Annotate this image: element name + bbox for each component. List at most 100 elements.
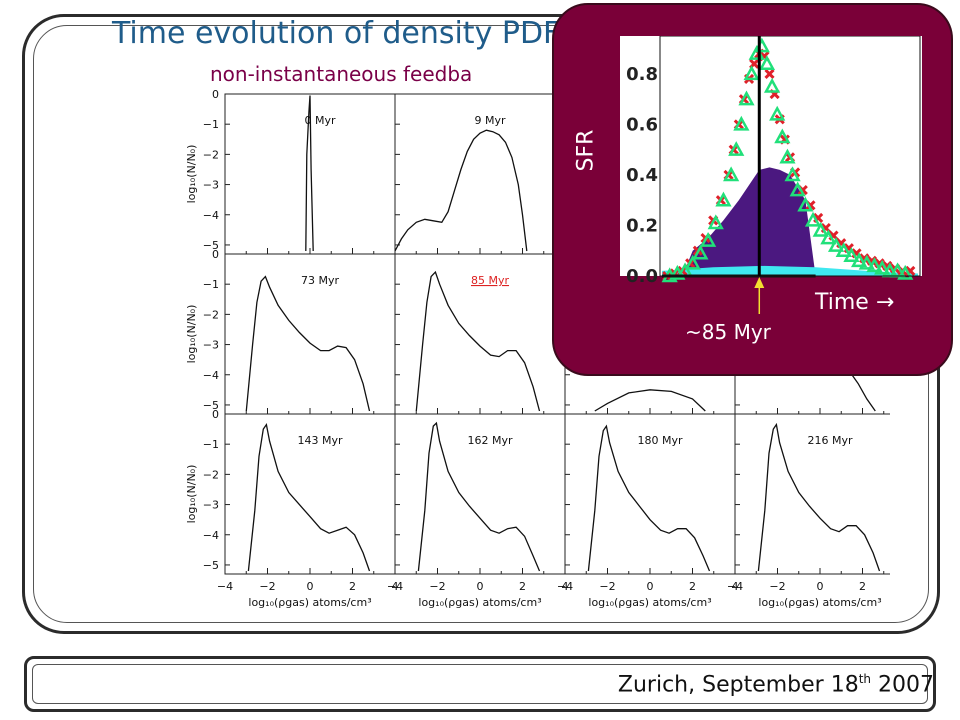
pdf-x-tick-label: 4 [562, 580, 569, 593]
pdf-curve [587, 424, 711, 572]
sfr-area-purple [682, 167, 816, 276]
sfr-green-point [789, 181, 806, 197]
pdf-y-tick-label: −5 [203, 399, 219, 412]
pdf-panel-time-label: 85 Myr [471, 274, 509, 287]
pdf-curve [394, 129, 528, 252]
pdf-panel-time-label: 0 Myr [304, 114, 335, 127]
pdf-y-tick-label: −1 [203, 278, 219, 291]
pdf-y-tick-label: 0 [212, 248, 219, 261]
sfr-green-point [874, 259, 891, 275]
pdf-y-tick-label: −3 [203, 499, 219, 512]
sfr-green-point [897, 264, 914, 280]
footer-year: 2007 [871, 672, 934, 698]
pdf-y-tick-label: −4 [203, 529, 219, 542]
sfr-green-point [835, 242, 852, 257]
pdf-y-tick-label: 0 [212, 408, 219, 421]
sfr-red-point [764, 68, 775, 79]
sfr-green-point [843, 247, 860, 263]
sfr-green-point [820, 229, 837, 245]
pdf-x-tick-label: 4 [392, 580, 399, 593]
sfr-y-tick-label: 0.4 [626, 165, 658, 186]
sfr-green-point [804, 211, 822, 227]
sfr-green-point [758, 55, 776, 71]
pdf-x-tick-label: −2 [429, 580, 445, 593]
time-axis-label: Time → [815, 290, 895, 315]
sfr-green-point [743, 65, 760, 81]
sfr-axes-frame [659, 36, 921, 277]
pdf-x-tick-label: 0 [817, 580, 824, 593]
pdf-y-tick-label: −2 [203, 308, 219, 321]
pdf-x-tick-label: 2 [859, 580, 866, 593]
pdf-x-axis-label: log₁₀(ρgas) atoms/cm³ [418, 596, 541, 609]
pdf-panel-time-label: 162 Myr [467, 434, 512, 447]
time-marker-label: ~85 Myr [685, 320, 771, 344]
pdf-curve [245, 275, 371, 412]
pdf-y-axis-label: log₁₀(N/N₀) [185, 305, 198, 364]
pdf-y-tick-label: −1 [203, 438, 219, 451]
sfr-green-point [692, 244, 709, 260]
sfr-green-point [827, 237, 845, 252]
pdf-y-tick-label: −5 [203, 239, 219, 252]
pdf-y-tick-label: −3 [203, 179, 219, 192]
sfr-y-tick-label: 0.8 [626, 64, 658, 85]
pdf-x-tick-label: −2 [599, 580, 615, 593]
pdf-x-tick-label: −4 [387, 580, 403, 593]
footer-ordinal-suffix: th [858, 672, 872, 686]
pdf-curve [247, 422, 371, 572]
footer-frame [24, 656, 936, 712]
pdf-y-tick-label: −2 [203, 468, 219, 481]
pdf-x-tick-label: 2 [519, 580, 526, 593]
pdf-y-tick-label: −1 [203, 118, 219, 131]
sfr-y-tick-label: 0.2 [626, 215, 658, 236]
sfr-inset-chart: 0.0 0.2 0.4 0.6 0.8 [620, 36, 922, 314]
sfr-green-point [769, 105, 786, 121]
pdf-y-axis-label: log₁₀(N/N₀) [185, 465, 198, 524]
sfr-green-point [851, 252, 868, 268]
pdf-panel-time-label: 143 Myr [297, 434, 342, 447]
sfr-y-tick-label: 0.0 [626, 266, 658, 287]
pdf-x-axis-label: log₁₀(ρgas) atoms/cm³ [588, 596, 711, 609]
pdf-x-axis-label: log₁₀(ρgas) atoms/cm³ [248, 596, 371, 609]
sfr-green-point [784, 166, 801, 182]
pdf-y-tick-label: 0 [212, 90, 219, 101]
pdf-y-tick-label: −4 [203, 369, 219, 382]
pdf-y-tick-label: −3 [203, 339, 219, 352]
sfr-green-point [723, 166, 740, 182]
pdf-curve [417, 421, 541, 572]
pdf-x-tick-label: −2 [769, 580, 785, 593]
pdf-y-tick-label: −2 [203, 148, 219, 161]
pdf-panel-time-label: 216 Myr [807, 434, 852, 447]
sfr-green-point [779, 148, 796, 164]
pdf-x-tick-label: 0 [647, 580, 654, 593]
pdf-x-tick-label: 2 [349, 580, 356, 593]
slide-subtitle: non-instantaneous feedba [210, 62, 473, 86]
pdf-x-tick-label: −4 [217, 580, 233, 593]
sfr-green-point [738, 90, 755, 106]
pdf-y-tick-label: −5 [203, 559, 219, 572]
pdf-x-tick-label: 0 [477, 580, 484, 593]
slide-title: Time evolution of density PDF [112, 16, 561, 51]
pdf-panel-time-label: 9 Myr [474, 114, 505, 127]
pdf-curve [415, 270, 541, 412]
sfr-green-point [763, 77, 781, 93]
footer-location-date: Zurich, September 18 [617, 672, 859, 698]
pdf-x-axis-label: log₁₀(ρgas) atoms/cm³ [758, 596, 881, 609]
pdf-x-tick-label: 4 [732, 580, 739, 593]
pdf-panel-time-label: 73 Myr [301, 274, 339, 287]
pdf-partial-curve [849, 371, 876, 412]
sfr-green-point [774, 128, 791, 144]
pdf-panel-time-label: 180 Myr [637, 434, 682, 447]
sfr-green-point [707, 214, 724, 230]
sfr-green-point [728, 141, 745, 156]
sfr-axis-label: SFR [573, 129, 599, 172]
sfr-green-point [866, 257, 883, 273]
pdf-partial-curve [594, 389, 706, 412]
pdf-x-tick-label: 2 [689, 580, 696, 593]
footer-text: Zurich, September 18th 2007 [618, 672, 934, 697]
pdf-x-tick-label: −2 [259, 580, 275, 593]
sfr-green-point [858, 254, 875, 270]
sfr-y-tick-label: 0.6 [626, 114, 658, 135]
pdf-x-tick-label: 0 [307, 580, 314, 593]
pdf-y-tick-label: −4 [203, 209, 219, 222]
sfr-green-point [699, 232, 717, 247]
